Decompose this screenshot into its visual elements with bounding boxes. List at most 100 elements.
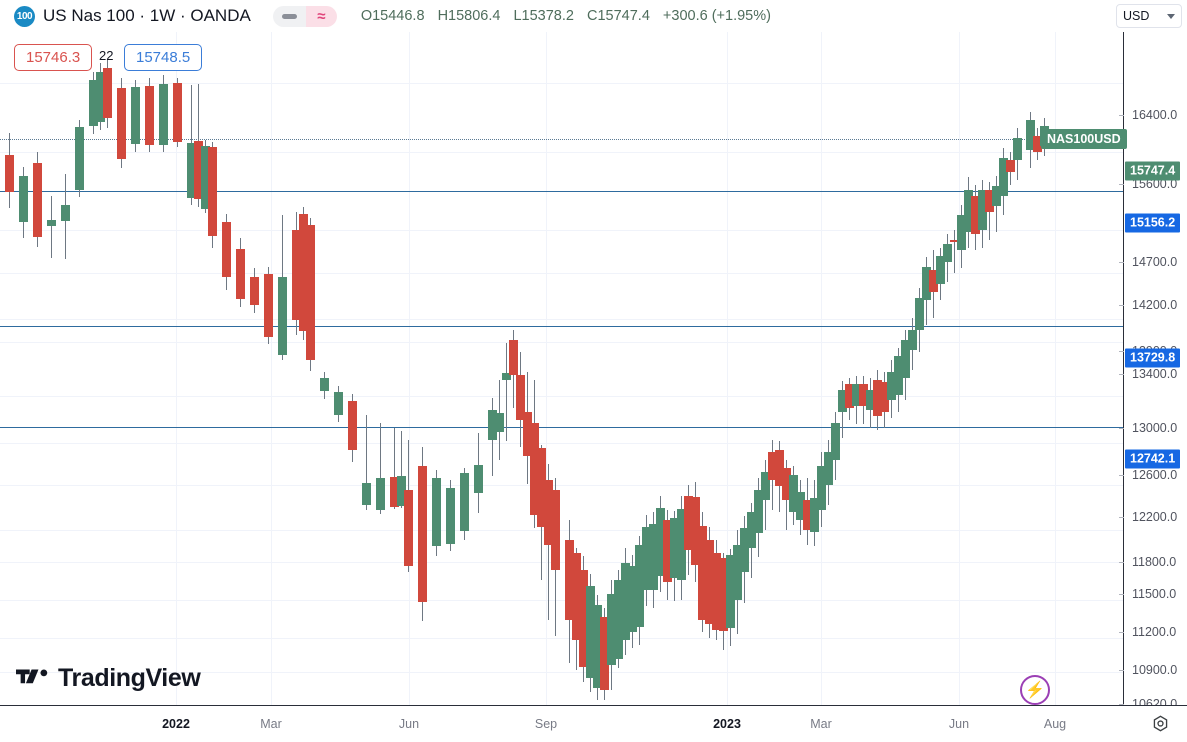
- ohlc-change: +300.6 (+1.95%): [662, 8, 771, 24]
- candle-body: [956, 215, 966, 250]
- price-axis-tick: [1119, 594, 1124, 595]
- candle-body: [375, 478, 385, 510]
- time-axis-label: 2022: [162, 717, 190, 731]
- candle-body: [277, 277, 287, 355]
- candle-body: [473, 465, 483, 493]
- candle-body: [900, 340, 910, 378]
- chart-gridline-horizontal: [0, 152, 1123, 153]
- line-style-icon[interactable]: [272, 5, 306, 27]
- candle-body: [445, 488, 455, 544]
- chart-gridline-vertical: [821, 32, 822, 705]
- price-axis-tick: [1119, 374, 1124, 375]
- last-price-tag[interactable]: 15747.4: [1125, 161, 1181, 181]
- candle-body: [18, 176, 28, 222]
- price-axis-tick: [1119, 262, 1124, 263]
- candle-body: [158, 84, 168, 145]
- chart-gridline-horizontal: [0, 443, 1123, 444]
- series-price-tag: NAS100USD: [1041, 129, 1127, 149]
- chart-gridline-horizontal: [0, 396, 1123, 397]
- price-axis-label: 12600.0: [1132, 468, 1178, 482]
- time-axis-label: Mar: [260, 717, 282, 731]
- candle-body: [417, 466, 427, 602]
- price-axis-label: 15600.0: [1132, 177, 1178, 191]
- price-level-line[interactable]: [0, 427, 1123, 428]
- candle-body: [144, 86, 154, 145]
- price-axis-label: 12200.0: [1132, 510, 1178, 524]
- candle-wick: [394, 428, 395, 509]
- time-axis-label: Mar: [810, 717, 832, 731]
- candle-wick: [401, 431, 402, 508]
- price-axis[interactable]: 16400.015600.014700.014200.013900.013400…: [1119, 32, 1187, 711]
- level-price-tag[interactable]: 15156.2: [1125, 213, 1181, 233]
- price-axis-tick: [1119, 632, 1124, 633]
- candle-body: [130, 87, 140, 144]
- chart-gridline-horizontal: [0, 638, 1123, 639]
- price-axis-tick: [1119, 428, 1124, 429]
- candle-body: [263, 274, 273, 337]
- ohlc-close: C15747.4: [587, 8, 650, 24]
- chart-gridline-horizontal: [0, 230, 1123, 231]
- symbol-title[interactable]: US Nas 100 · 1W · OANDA: [43, 6, 251, 25]
- candle-body: [760, 472, 770, 500]
- candle-body: [60, 205, 70, 221]
- time-axis-label: Jun: [948, 717, 970, 731]
- time-axis[interactable]: 2022 Mar Jun Sep 2023 Mar Jun Aug: [0, 705, 1187, 742]
- ohlc-low: L15378.2: [513, 8, 574, 24]
- chart-style-toggle[interactable]: ≈: [272, 5, 337, 27]
- ohlc-high: H15806.4: [437, 8, 501, 24]
- price-level-line[interactable]: [0, 191, 1123, 192]
- candle-body: [739, 528, 749, 572]
- candle-body: [823, 452, 833, 485]
- candle-body: [431, 478, 441, 546]
- chart-gridline-horizontal: [0, 83, 1123, 84]
- price-axis-tick: [1119, 184, 1124, 185]
- candle-body: [305, 225, 315, 360]
- candle-body: [1025, 120, 1035, 150]
- ohlc-legend: O15446.8 H15806.4 L15378.2 C15747.4 +300…: [361, 8, 780, 24]
- price-axis-tick: [1119, 351, 1124, 352]
- price-level-line[interactable]: [0, 139, 1123, 140]
- gear-icon[interactable]: [1149, 712, 1171, 734]
- currency-selector[interactable]: USD: [1116, 4, 1182, 28]
- price-axis-label: 14700.0: [1132, 255, 1178, 269]
- candle-body: [4, 155, 14, 192]
- price-level-line[interactable]: [0, 326, 1123, 327]
- candle-body: [935, 256, 945, 284]
- chart-gridline-vertical: [959, 32, 960, 705]
- price-axis-label: 11500.0: [1132, 587, 1177, 601]
- candle-body: [102, 68, 112, 118]
- candle-wick: [366, 415, 367, 510]
- candle-body: [235, 249, 245, 299]
- chart-header: 100 US Nas 100 · 1W · OANDA ≈ O15446.8 H…: [0, 0, 1187, 32]
- candle-body: [508, 340, 518, 375]
- candle-body: [361, 483, 371, 505]
- chart-gridline-vertical: [1055, 32, 1056, 705]
- candle-wick: [51, 196, 52, 258]
- candle-body: [116, 88, 126, 159]
- bid-price-badge[interactable]: 15746.3: [14, 44, 93, 71]
- candle-body: [998, 158, 1008, 196]
- tradingview-watermark: TradingView: [16, 664, 201, 693]
- chart-gridline-horizontal: [0, 273, 1123, 274]
- price-axis-tick: [1119, 670, 1124, 671]
- chart-plot-area[interactable]: [0, 32, 1123, 705]
- candle-body: [830, 423, 840, 460]
- wave-icon[interactable]: ≈: [305, 5, 337, 27]
- chart-gridline-vertical: [727, 32, 728, 705]
- chart-gridline-horizontal: [0, 672, 1123, 673]
- candle-body: [1012, 138, 1022, 160]
- candle-body: [991, 186, 1001, 206]
- ask-price-badge[interactable]: 15748.5: [124, 44, 203, 71]
- candle-body: [249, 277, 259, 305]
- candle-body: [1005, 160, 1015, 172]
- lightning-bolt-icon[interactable]: ⚡: [1020, 675, 1050, 705]
- level-price-tag[interactable]: 13729.8: [1125, 348, 1181, 368]
- level-price-tag[interactable]: 12742.1: [1125, 449, 1181, 469]
- candle-body: [550, 490, 560, 570]
- candle-body: [221, 222, 231, 277]
- price-axis-tick: [1119, 704, 1124, 705]
- chart-gridline-horizontal: [0, 530, 1123, 531]
- chart-gridline-horizontal: [0, 319, 1123, 320]
- price-axis-tick: [1119, 115, 1124, 116]
- spread-label: 22: [99, 48, 114, 63]
